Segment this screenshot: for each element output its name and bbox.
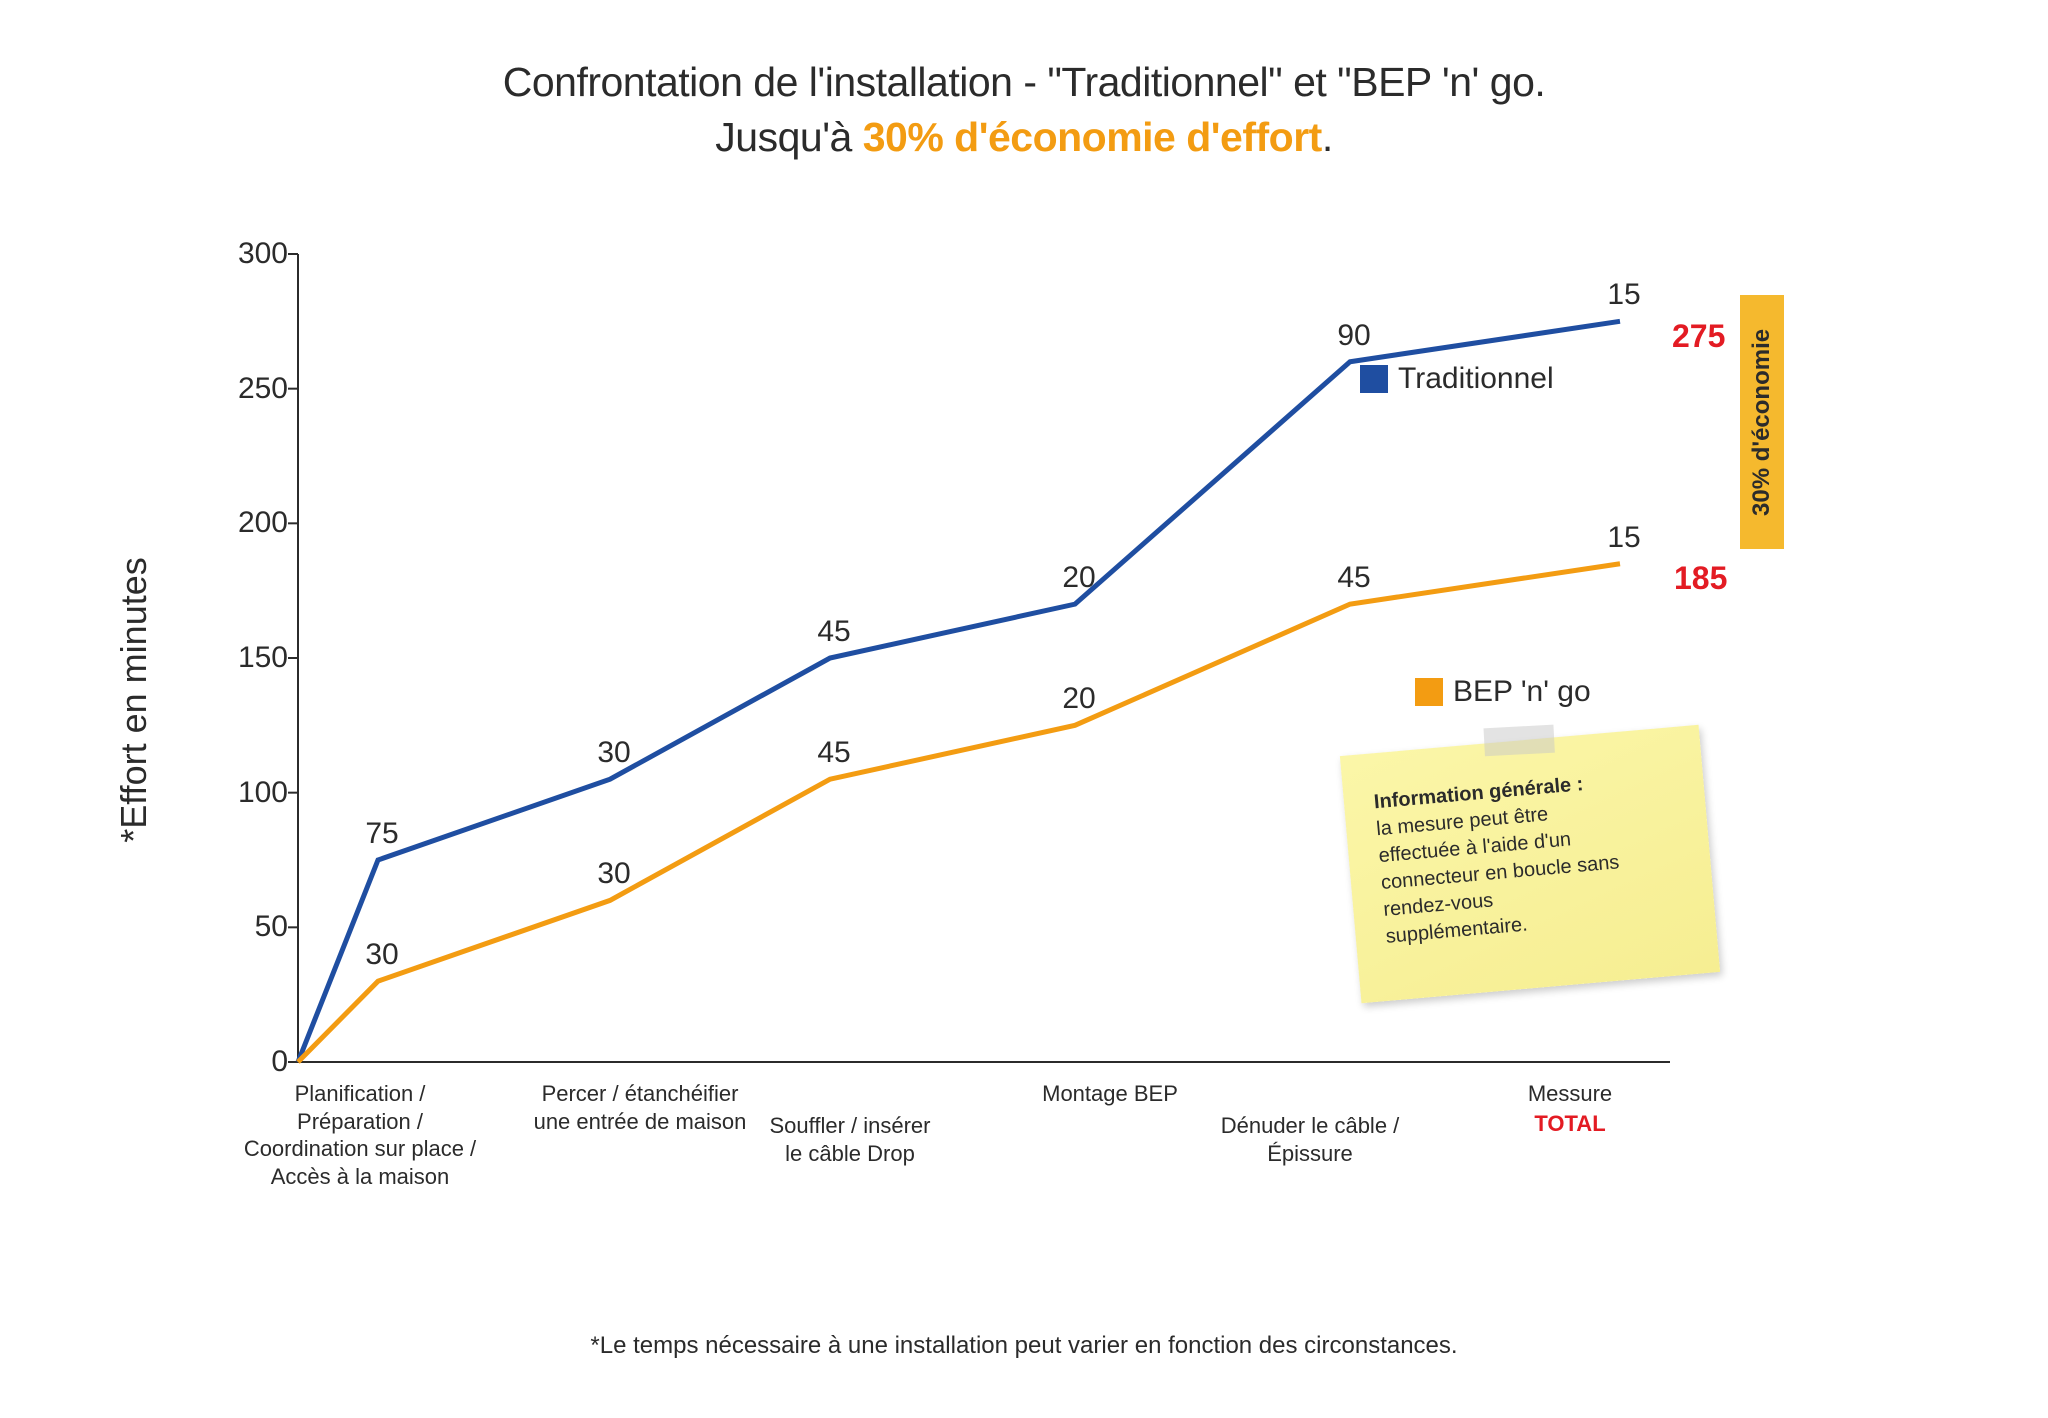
title-prefix: Jusqu'à bbox=[715, 114, 862, 160]
legend-label-bep: BEP 'n' go bbox=[1453, 675, 1591, 709]
x-tick-label: Souffler / insérerle câble Drop bbox=[720, 1112, 980, 1167]
title-block: Confrontation de l'installation - "Tradi… bbox=[0, 0, 2048, 201]
title-suffix: . bbox=[1322, 114, 1333, 160]
y-tick-label: 250 bbox=[238, 372, 288, 406]
footnote: *Le temps nécessaire à une installation … bbox=[0, 1332, 2048, 1360]
title-line-2: Jusqu'à 30% d'économie d'effort. bbox=[0, 110, 2048, 165]
x-tick-label: Dénuder le câble /Épissure bbox=[1180, 1112, 1440, 1167]
y-axis-label: *Effort en minutes bbox=[113, 557, 155, 843]
data-label: 15 bbox=[1607, 521, 1640, 555]
total-label: TOTAL bbox=[1440, 1110, 1700, 1138]
legend-swatch-traditionnel bbox=[1360, 365, 1388, 393]
data-label: 30 bbox=[597, 736, 630, 770]
tape-icon bbox=[1484, 725, 1555, 757]
data-label: 15 bbox=[1607, 278, 1640, 312]
savings-bar: 30% d'économie bbox=[1740, 295, 1784, 549]
title-highlight: 30% d'économie d'effort bbox=[863, 114, 1322, 160]
x-tick-label: MessureTOTAL bbox=[1440, 1080, 1700, 1137]
y-tick-label: 0 bbox=[271, 1045, 288, 1079]
data-label: 45 bbox=[817, 736, 850, 770]
data-label: 90 bbox=[1337, 319, 1370, 353]
data-label: 30 bbox=[365, 938, 398, 972]
final-value-traditionnel: 275 bbox=[1672, 318, 1725, 355]
y-tick-label: 100 bbox=[238, 776, 288, 810]
chart-area: *Effort en minutes 050100150200250300 Pl… bbox=[180, 240, 1800, 1160]
data-label: 20 bbox=[1062, 561, 1095, 595]
legend-traditionnel: Traditionnel bbox=[1360, 362, 1554, 396]
legend-label-traditionnel: Traditionnel bbox=[1398, 362, 1554, 396]
title-line-1: Confrontation de l'installation - "Tradi… bbox=[0, 55, 2048, 110]
y-tick-label: 200 bbox=[238, 506, 288, 540]
y-tick-label: 300 bbox=[238, 237, 288, 271]
data-label: 45 bbox=[817, 615, 850, 649]
x-tick-label: Montage BEP bbox=[980, 1080, 1240, 1108]
x-tick-label: Planification /Préparation /Coordination… bbox=[230, 1080, 490, 1190]
data-label: 30 bbox=[597, 857, 630, 891]
sticky-note: Information générale : la mesure peut êt… bbox=[1340, 725, 1720, 1003]
data-label: 45 bbox=[1337, 561, 1370, 595]
legend-swatch-bep bbox=[1415, 678, 1443, 706]
y-tick-label: 50 bbox=[255, 910, 288, 944]
data-label: 75 bbox=[365, 817, 398, 851]
y-tick-label: 150 bbox=[238, 641, 288, 675]
final-value-bep: 185 bbox=[1674, 560, 1727, 597]
legend-bep: BEP 'n' go bbox=[1415, 675, 1591, 709]
data-label: 20 bbox=[1062, 682, 1095, 716]
